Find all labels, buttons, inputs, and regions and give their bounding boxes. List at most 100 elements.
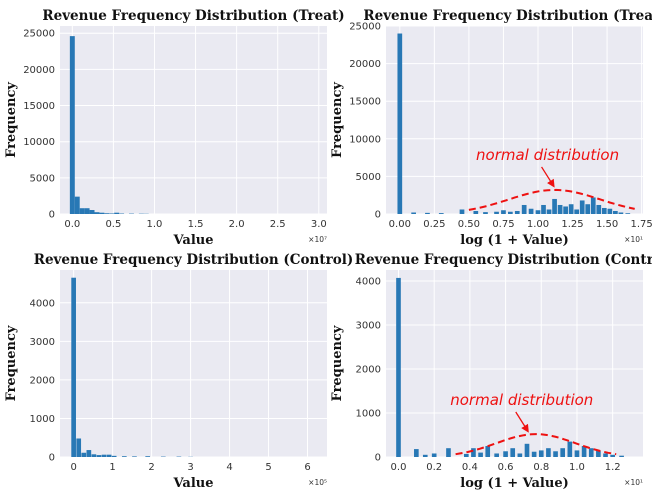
x-tick-label: 2 [148,462,154,473]
histogram-bar [473,210,479,214]
x-axis-label: Value [173,476,214,491]
histogram-bar [478,452,483,457]
histogram-bar [601,207,607,214]
y-tick-label: 10000 [349,134,381,145]
x-tick-label: 0.2 [426,462,442,473]
plot-area [386,26,643,214]
histogram-bar [603,453,608,457]
histogram-bar [596,204,602,214]
y-tick-label: 3000 [30,337,55,348]
histogram-bar [132,456,137,457]
y-axis-label: Frequency [4,82,19,158]
histogram-bar [79,208,85,214]
histogram-bar [483,212,488,214]
histogram-bar [81,452,87,457]
x-tick-label: 1.75 [630,219,652,230]
histogram-bar [538,450,544,457]
y-tick-label: 25000 [349,22,381,33]
x-tick-label: 2.0 [229,219,245,230]
histogram-bar [414,449,419,457]
y-tick-label: 0 [375,210,381,221]
x-tick-label: 0.8 [533,462,549,473]
histogram-bar [396,277,401,457]
y-tick-label: 20000 [349,59,381,70]
x-tick-label: 0.50 [458,219,480,230]
y-tick-label: 4000 [30,298,55,309]
histogram-bar [625,213,631,214]
histogram-bar [463,453,469,457]
histogram-bar [552,198,557,214]
plot-area [60,270,327,457]
histogram-bar [425,212,430,214]
histogram-bar [568,204,574,214]
x-tick-label: 4 [226,462,232,473]
x-tick-label: 1.00 [527,219,549,230]
x-tick-label: 1 [109,462,115,473]
chart-title: Revenue Frequency Distribution (Treat) [42,8,344,24]
chart-panel-treat-log: normal distribution 0.00 0.25 0.50 0.75 1.00 1… [330,8,652,248]
x-tick-label: 1.50 [596,219,618,230]
histogram-bar [411,212,416,214]
y-tick-label: 25000 [23,29,55,40]
x-axis-scale-label: ×10¹ [624,235,643,244]
histogram-bar [541,204,546,214]
histogram-bar [74,196,80,214]
x-tick-label: 0.75 [492,219,514,230]
y-tick-label: 20000 [23,65,55,76]
histogram-bar [585,204,591,214]
histogram-bar [114,212,120,214]
annotation-label: normal distribution [476,146,619,164]
histogram-bar [567,441,573,457]
y-tick-label: 1000 [30,414,55,425]
y-tick-label: 2000 [30,375,55,386]
x-tick-label: 6 [304,462,310,473]
chart-title: Revenue Frequency Distribution (Treat) [363,8,652,24]
histogram-bar [94,212,100,214]
histogram-bar [84,208,90,214]
plot-area [60,26,327,214]
histogram-bar [99,212,105,214]
histogram-bar [574,450,580,457]
histogram-bar [510,448,516,457]
x-tick-label: 1.0 [569,462,585,473]
histogram-bar [121,456,127,457]
x-tick-label: 1.5 [188,219,204,230]
x-tick-label: 0.6 [498,462,514,473]
histogram-bar [596,450,601,457]
histogram-bar [535,210,541,214]
histogram-bar [446,448,451,457]
histogram-bar [111,455,117,457]
x-tick-label: 2.5 [270,219,286,230]
plot-area [386,270,643,457]
histogram-bar [91,454,97,457]
histogram-bar [494,453,499,457]
x-tick-label: 1.2 [605,462,621,473]
histogram-bar [531,451,537,457]
histogram-bar [431,453,437,457]
y-tick-label: 0 [49,453,55,464]
y-tick-label: 0 [375,453,381,464]
x-tick-label: 5 [265,462,271,473]
histogram-bar [618,212,624,214]
histogram-bar [145,456,151,457]
histogram-bar [106,454,112,457]
histogram-bar [422,454,428,457]
y-tick-label: 15000 [23,101,55,112]
x-tick-label: 3.0 [311,219,327,230]
histogram-bar [546,209,552,214]
y-tick-label: 3000 [356,321,381,332]
x-tick-label: 0.0 [64,219,80,230]
histogram-bar [610,454,615,457]
histogram-bar [89,210,95,214]
y-tick-label: 2000 [356,365,381,376]
histogram-bar [546,448,551,457]
x-axis-scale-label: ×10⁵ [308,478,327,487]
histogram-bar [607,208,613,214]
chart-panel-control-value: 0 1 2 3 4 5 6 0 1000 2000 3000 4000 ×10⁵ Revenue Freq… [4,252,353,491]
x-tick-label: 1.0 [147,219,163,230]
histogram-bar [86,450,92,457]
histogram-bar [560,448,566,457]
histogram-bar [109,213,115,214]
histogram-bar [76,438,82,457]
